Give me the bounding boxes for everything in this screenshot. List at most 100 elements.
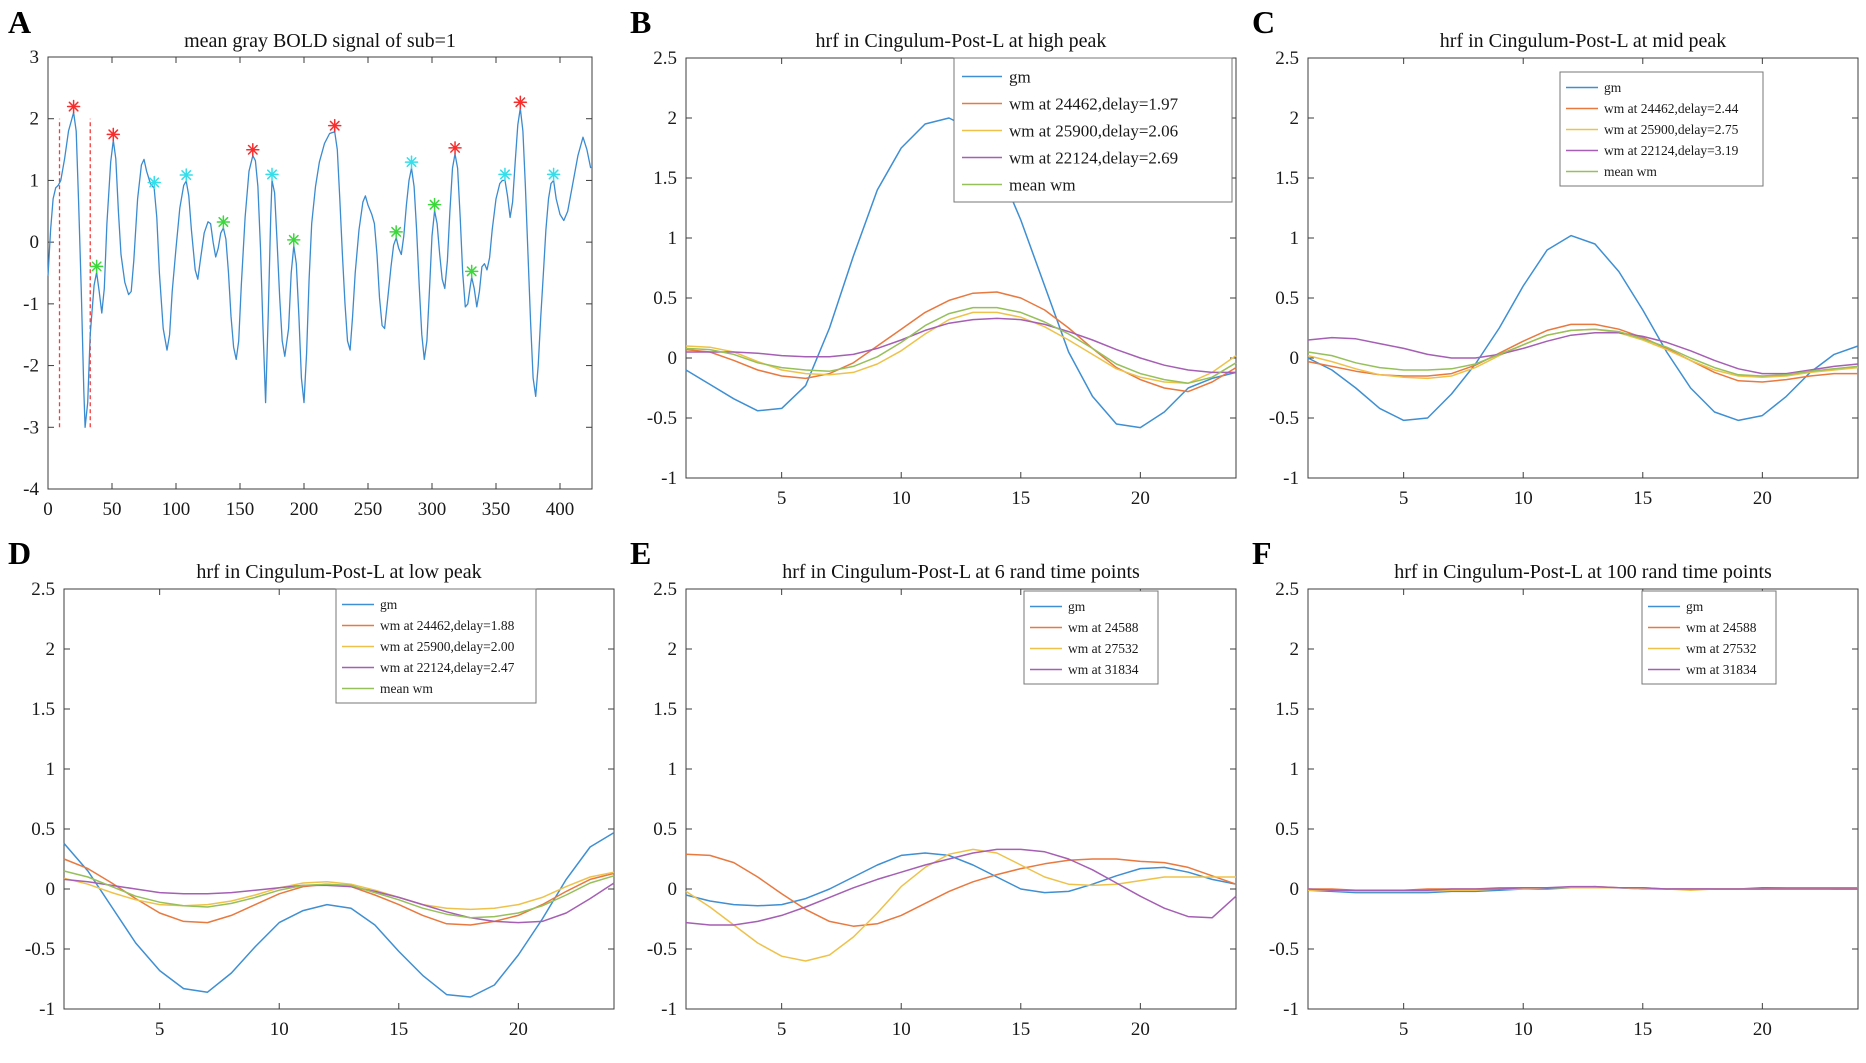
- panel-title-A: mean gray BOLD signal of sub=1: [184, 30, 456, 52]
- axes-box: [685, 588, 1237, 1010]
- legend: gm wm at 24588 wm at 27532 wm at 31834: [1023, 590, 1159, 685]
- legend-entry-label: gm: [1068, 599, 1086, 614]
- peak-marker-asterisk: [265, 167, 279, 182]
- series-wm-at-25900-delay-2-00: [63, 871, 615, 911]
- y-tick-label: 1: [668, 759, 678, 780]
- panel-label-D: D: [8, 535, 32, 571]
- legend-entry-label: wm at 27532: [1068, 641, 1139, 656]
- series-wm-at-31834: [685, 848, 1237, 926]
- x-tick-label: 200: [290, 499, 319, 520]
- y-tick-label: 1.5: [653, 168, 677, 189]
- panel-F: F hrf in Cingulum-Post-L at 100 rand tim…: [1244, 531, 1866, 1062]
- legend-entry-label: wm at 22124,delay=2.47: [380, 660, 515, 675]
- peak-marker-asterisk: [66, 99, 81, 114]
- plot-canvas-B: 5 10 15 20 2.5 2 1.5 1 0.5 0 -0.5 -1 gm wm at 24462,d…: [647, 48, 1237, 509]
- y-tick-label: 2.5: [31, 579, 55, 600]
- x-tick-label: 10: [270, 1019, 289, 1040]
- y-tick-label: 2: [668, 108, 678, 129]
- y-tick-label: -1: [23, 294, 39, 315]
- axes-frame: [47, 56, 593, 490]
- y-tick-label: 2.5: [653, 48, 677, 69]
- axes-box: [47, 56, 593, 490]
- series-wm-at-24462-delay-2-44: [1307, 323, 1858, 383]
- y-tick-label: -0.5: [25, 939, 55, 960]
- series-wm-at-24462-delay-1-88: [63, 858, 615, 926]
- plot-canvas-F: 5 10 15 20 2.5 2 1.5 1 0.5 0 -0.5 -1 gm wm at 24588 wm…: [1269, 579, 1859, 1040]
- x-tick-label: 5: [1399, 488, 1409, 509]
- panel-title-E: hrf in Cingulum-Post-L at 6 rand time po…: [782, 561, 1140, 583]
- series-wm-at-27532: [685, 848, 1236, 962]
- x-tick-label: 150: [226, 499, 255, 520]
- y-tick-label: 1.5: [1275, 168, 1299, 189]
- y-tick-label: -1: [1283, 999, 1299, 1020]
- peak-marker-asterisk: [404, 155, 419, 169]
- y-tick-label: -0.5: [647, 408, 677, 429]
- x-tick-label: 5: [777, 1019, 787, 1040]
- y-tick-label: -1: [661, 468, 677, 489]
- panel-A: A mean gray BOLD signal of sub=1 0 50 100 1…: [0, 0, 622, 531]
- panel-E: E hrf in Cingulum-Post-L at 6 rand time …: [622, 531, 1244, 1062]
- bold-signal-trace: [47, 107, 592, 428]
- y-tick-label: -0.5: [1269, 408, 1299, 429]
- legend-entry-label: gm: [1686, 599, 1704, 614]
- x-tick-label: 20: [1753, 1019, 1772, 1040]
- x-tick-label: 300: [418, 499, 447, 520]
- legend-entry-label: wm at 24462,delay=2.44: [1604, 101, 1739, 116]
- y-tick-label: 0.5: [1275, 819, 1299, 840]
- y-tick-label: -1: [39, 999, 55, 1020]
- legend-entry-label: wm at 31834: [1068, 662, 1139, 677]
- y-tick-label: 0: [1290, 348, 1300, 369]
- y-tick-label: -0.5: [647, 939, 677, 960]
- y-tick-label: 0: [46, 879, 56, 900]
- peak-marker-asterisk: [216, 215, 231, 229]
- x-tick-label: 5: [155, 1019, 165, 1040]
- peak-marker-asterisk: [287, 233, 301, 247]
- x-tick-label: 20: [509, 1019, 528, 1040]
- panel-label-C: C: [1252, 4, 1276, 40]
- plot-canvas-C: 5 10 15 20 2.5 2 1.5 1 0.5 0 -0.5 -1 gm wm at 24462,d…: [1269, 48, 1859, 509]
- axes-frame: [685, 588, 1237, 1010]
- series-wm-at-31834: [1307, 885, 1858, 891]
- y-tick-label: 2: [1290, 108, 1300, 129]
- y-tick-label: 1.5: [1275, 699, 1299, 720]
- panel-title-B: hrf in Cingulum-Post-L at high peak: [815, 30, 1107, 52]
- y-tick-label: -2: [23, 356, 39, 377]
- y-tick-label: 0.5: [653, 288, 677, 309]
- peak-marker-asterisk: [89, 259, 104, 274]
- x-tick-label: 10: [892, 1019, 911, 1040]
- peak-marker-asterisk: [498, 167, 512, 182]
- x-tick-label: 20: [1753, 488, 1772, 509]
- peak-marker-asterisk: [448, 141, 462, 155]
- series-wm-at-22124-delay-3-19: [1307, 332, 1859, 375]
- y-tick-label: 1.5: [653, 699, 677, 720]
- y-tick-label: 2.5: [653, 579, 677, 600]
- peak-marker-asterisk: [546, 167, 561, 182]
- legend-entry-label: mean wm: [380, 681, 433, 696]
- series-gm: [63, 831, 615, 998]
- x-tick-label: 5: [1399, 1019, 1409, 1040]
- y-tick-label: 2: [30, 109, 40, 130]
- y-tick-label: -1: [1283, 468, 1299, 489]
- legend-entry-label: wm at 25900,delay=2.75: [1604, 122, 1739, 137]
- y-tick-label: 2: [668, 639, 678, 660]
- x-tick-label: 15: [1011, 488, 1030, 509]
- y-tick-label: 0: [30, 232, 40, 253]
- x-tick-label: 15: [1633, 488, 1652, 509]
- y-tick-label: 1.5: [31, 699, 55, 720]
- panel-title-D: hrf in Cingulum-Post-L at low peak: [196, 561, 482, 583]
- panel-label-A: A: [8, 4, 32, 40]
- panel-B: B hrf in Cingulum-Post-L at high peak 5 1…: [622, 0, 1244, 531]
- y-tick-label: 1: [46, 759, 56, 780]
- x-tick-label: 400: [546, 499, 575, 520]
- series-wm-at-24588: [685, 853, 1237, 927]
- peak-marker-asterisk: [147, 175, 161, 190]
- x-tick-label: 15: [389, 1019, 408, 1040]
- y-tick-label: 2: [1290, 639, 1300, 660]
- y-tick-label: 2.5: [1275, 579, 1299, 600]
- y-tick-label: 1: [668, 228, 678, 249]
- y-tick-label: 0: [668, 879, 678, 900]
- panel-C: C hrf in Cingulum-Post-L at mid peak 5 10…: [1244, 0, 1866, 531]
- x-tick-label: 50: [103, 499, 122, 520]
- plot-canvas-D: 5 10 15 20 2.5 2 1.5 1 0.5 0 -0.5 -1 gm wm at 24462,d…: [25, 579, 615, 1040]
